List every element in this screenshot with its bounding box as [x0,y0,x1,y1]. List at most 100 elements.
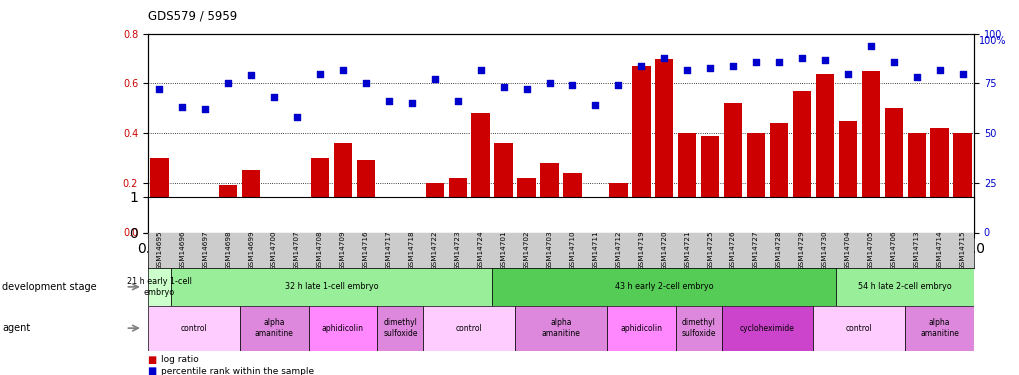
Bar [471,113,489,232]
Text: 21 h early 1-cell
embryо: 21 h early 1-cell embryо [126,277,192,297]
Bar [721,306,813,351]
Point [587,102,603,108]
Text: dimethyl
sulfoxide: dimethyl sulfoxide [681,318,715,338]
Point [266,94,282,100]
Point [288,114,305,120]
Point [564,82,580,88]
Point [930,66,947,72]
Text: alpha
amanitine: alpha amanitine [255,318,293,338]
Text: cycloheximide: cycloheximide [740,324,794,333]
Bar [196,208,214,232]
Bar [219,185,237,232]
Bar [905,306,973,351]
Bar [287,200,306,232]
Bar [311,158,329,232]
Bar [769,123,788,232]
Bar [654,58,673,232]
Bar [723,104,742,232]
Bar [148,306,239,351]
Bar [907,133,925,232]
Text: 43 h early 2-cell embryo: 43 h early 2-cell embryo [614,282,713,291]
Point [426,76,442,82]
Point [633,63,649,69]
Text: ■: ■ [148,366,160,375]
Bar [448,178,467,232]
Point [770,58,787,64]
Point [655,55,672,61]
Bar [357,160,375,232]
Bar [403,213,421,232]
Bar [150,158,168,232]
Point [862,43,878,49]
Point [541,81,557,87]
Point [151,86,167,92]
Bar [540,163,558,232]
Text: agent: agent [2,323,31,333]
Point [380,98,396,104]
Point [220,81,236,87]
Point [197,106,213,112]
Point [609,82,626,88]
Point [518,86,534,92]
Bar [700,136,718,232]
Bar [308,306,377,351]
Text: 54 h late 2-cell embryo: 54 h late 2-cell embryo [858,282,951,291]
Bar [861,71,879,232]
Bar [632,66,650,232]
Bar [792,91,810,232]
Text: 32 h late 1-cell embryo: 32 h late 1-cell embryo [284,282,378,291]
Bar [265,198,283,232]
Bar [242,170,260,232]
Point [243,72,259,78]
Point [358,81,374,87]
Bar [379,213,397,232]
Point [334,66,351,72]
Bar [171,268,491,306]
Text: aphidicolin: aphidicolin [620,324,661,333]
Point [312,70,328,76]
Point [472,66,488,72]
Text: development stage: development stage [2,282,97,292]
Point [679,66,695,72]
Bar [239,306,308,351]
Point [449,98,466,104]
Text: control: control [180,324,207,333]
Bar [883,108,902,232]
Bar [678,133,696,232]
Point [816,57,833,63]
Point [884,58,901,64]
Bar [813,306,905,351]
Text: dimethyl
sulfoxide: dimethyl sulfoxide [383,318,417,338]
Bar [562,173,581,232]
Text: control: control [455,324,482,333]
Bar [173,208,192,232]
Bar [586,205,604,232]
Bar [148,268,171,306]
Point [404,100,420,106]
Text: percentile rank within the sample: percentile rank within the sample [161,367,314,375]
Point [495,84,512,90]
Text: alpha
amanitine: alpha amanitine [919,318,958,338]
Point [174,104,191,110]
Bar [494,143,513,232]
Point [725,63,741,69]
Text: log ratio: log ratio [161,356,199,364]
Bar [425,183,443,232]
Bar [608,183,627,232]
Bar [517,178,535,232]
Text: GDS579 / 5959: GDS579 / 5959 [148,9,236,22]
Text: ■: ■ [148,355,160,365]
Bar [423,306,515,351]
Bar [606,306,675,351]
Point [747,58,763,64]
Text: 100%: 100% [978,36,1006,46]
Bar [515,306,606,351]
Text: control: control [845,324,872,333]
Text: aphidicolin: aphidicolin [322,324,364,333]
Bar [929,128,948,232]
Bar [746,133,764,232]
Bar [675,306,720,351]
Point [793,55,809,61]
Bar [815,74,834,232]
Point [954,70,970,76]
